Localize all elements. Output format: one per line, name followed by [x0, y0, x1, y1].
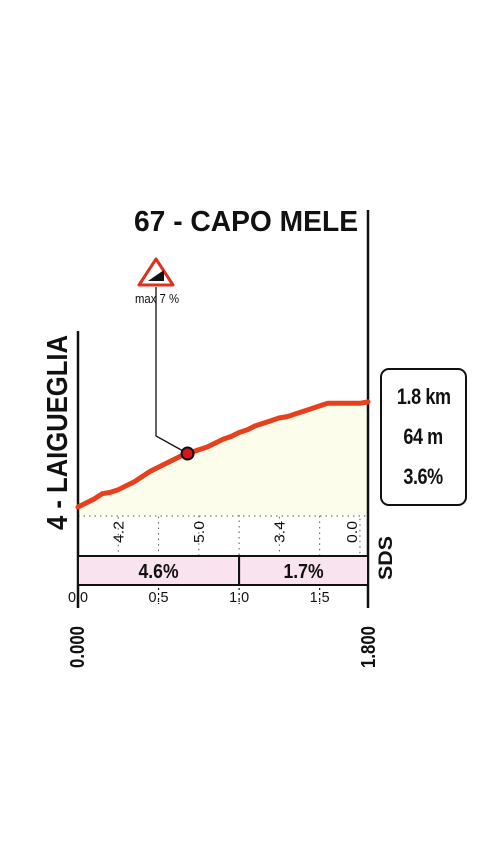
x-tick-label: 0.5	[149, 589, 169, 606]
section-gradient-label: 4.2	[110, 521, 127, 543]
climb-stats-box: 1.8 km 64 m 3.6%	[380, 368, 467, 506]
gradient-band	[238, 555, 369, 586]
start-location-label: 4 - LAIGUEGLIA	[42, 335, 74, 530]
climb-distance: 1.8 km	[396, 384, 451, 409]
section-gradient-label: 3.4	[271, 521, 288, 543]
x-tick-label: 1.0	[229, 589, 249, 606]
warning-triangle-icon	[137, 257, 175, 287]
max-gradient-leader-line	[155, 287, 188, 455]
x-tick-label: 0.0	[68, 589, 88, 606]
climb-elevation-gain: 64 m	[403, 424, 444, 449]
climb-average-gradient: 3.6%	[403, 464, 444, 489]
max-gradient-label: max 7 %	[135, 291, 179, 306]
gradient-band-label: 1.7%	[284, 561, 324, 583]
chart-title: 67 - CAPO MELE	[134, 206, 358, 238]
gradient-wedge-icon	[148, 270, 164, 281]
profile-line	[75, 399, 371, 510]
x-tick-label: 1.5	[310, 589, 330, 606]
gradient-band-label: 4.6%	[139, 561, 179, 583]
x-axis: 0.0 0.5 1.0 1.5	[68, 588, 330, 606]
section-gradient-label: 5.0	[191, 521, 208, 543]
section-gradient-label: 0.0	[344, 521, 361, 543]
x-start-label: 0.000	[67, 626, 89, 668]
gradient-bands: 4.6% 1.7%	[77, 555, 369, 586]
profile-area	[78, 401, 368, 515]
max-gradient-point	[180, 446, 195, 461]
max-gradient-marker: max 7 %	[135, 257, 195, 461]
x-end-label: 1.800	[358, 626, 380, 668]
section-gradient-labels: 4.2 5.0 3.4 0.0	[110, 521, 361, 543]
brand-logo: SDS	[376, 536, 397, 580]
